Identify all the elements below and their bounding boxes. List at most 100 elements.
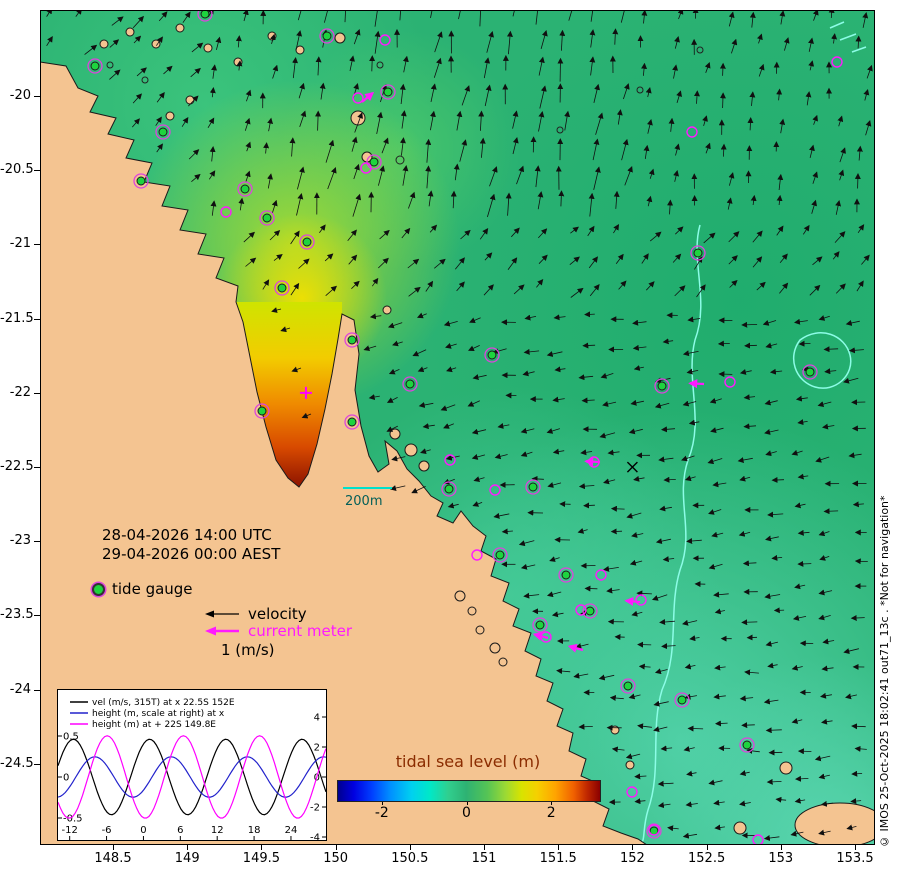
current-meter-label: current meter bbox=[248, 622, 352, 640]
current-meter-marker bbox=[648, 824, 660, 836]
tide-gauge-marker bbox=[674, 692, 690, 708]
colorbar-tick bbox=[551, 801, 553, 805]
inset-right-tick-label: 4 bbox=[314, 713, 320, 724]
lon-tick-label: 150.5 bbox=[391, 851, 429, 866]
current-meter-marker bbox=[471, 549, 483, 561]
lat-tick-label: -24 bbox=[9, 681, 31, 697]
lon-tick-label: 151 bbox=[471, 851, 497, 866]
islet-outlines bbox=[106, 46, 704, 165]
lon-tick bbox=[113, 845, 114, 850]
lat-tick bbox=[34, 467, 40, 469]
lon-tick bbox=[484, 845, 485, 850]
timestamp-aest: 29-04-2026 00:00 AEST bbox=[102, 545, 281, 563]
lat-tick bbox=[34, 244, 40, 246]
tide-gauge-label: tide gauge bbox=[112, 580, 193, 598]
colorbar-tick-label: 2 bbox=[546, 805, 556, 821]
lon-tick-label: 153 bbox=[768, 851, 794, 866]
lat-tick bbox=[34, 689, 40, 691]
current-meter-marker bbox=[575, 604, 587, 616]
inset-left-tick-label: -0.5 bbox=[63, 814, 83, 825]
tide-gauge-marker bbox=[654, 378, 670, 394]
tide-gauge-marker bbox=[492, 547, 508, 563]
legend-tide-gauge: tide gauge bbox=[92, 580, 193, 598]
tide-gauge-marker bbox=[274, 280, 290, 296]
current-meter-vector bbox=[532, 631, 549, 641]
lat-tick bbox=[34, 318, 40, 320]
lon-tick bbox=[706, 845, 708, 850]
scale-annotation: 200m bbox=[343, 487, 392, 509]
lon-tick-label: 149 bbox=[174, 851, 200, 866]
colorbar-tick bbox=[381, 801, 383, 805]
current-meter-marker bbox=[360, 162, 372, 174]
tide-gauge-marker bbox=[690, 245, 706, 261]
lon-tick bbox=[409, 845, 411, 850]
inset-legend-label: height (m, scale at right) at x bbox=[92, 709, 225, 719]
lat-tick-label: -21.5 bbox=[0, 310, 34, 326]
inset-series-line bbox=[57, 738, 327, 816]
tide-gauge-marker bbox=[525, 479, 541, 495]
velocity-arrow-icon bbox=[205, 610, 239, 618]
colorbar-title: tidal sea level (m) bbox=[395, 752, 541, 771]
tide-gauge-marker bbox=[299, 234, 315, 250]
inset-left-tick-label: 0 bbox=[63, 773, 69, 784]
tide-gauge-marker bbox=[402, 376, 418, 392]
tide-gauge-marker bbox=[155, 124, 171, 140]
watermark: © IMOS 25-Oct-2025 18:02:41 out71_13c . … bbox=[878, 495, 891, 848]
tide-gauge-marker bbox=[646, 823, 662, 839]
lon-tick bbox=[632, 845, 634, 850]
current-meter-arrow-icon bbox=[205, 626, 239, 636]
inset-x-tick-label: 6 bbox=[177, 825, 183, 836]
lat-tick bbox=[34, 392, 40, 394]
current-meter-marker bbox=[444, 454, 456, 466]
broad-sound-bay bbox=[236, 302, 342, 487]
inset-chart: -12 -6 0 6 12 18 24 0.5 0 -0.5 4 2 0 -2 -4 vel (m/s, 31… bbox=[57, 689, 327, 844]
tide-gauge-marker bbox=[441, 481, 457, 497]
lat-tick-label: -20 bbox=[9, 88, 31, 104]
velocity-arrow-field bbox=[46, 1, 873, 841]
tide-gauge-marker bbox=[484, 347, 500, 363]
lat-tick bbox=[34, 763, 40, 765]
current-meter-vector bbox=[567, 643, 584, 653]
tide-gauge-marker bbox=[739, 737, 755, 753]
current-meter-marker bbox=[724, 376, 736, 388]
tide-gauge-marker bbox=[87, 58, 103, 74]
inset-right-tick-label: -2 bbox=[310, 803, 320, 814]
lat-tick bbox=[34, 541, 40, 543]
scale-label: 200m bbox=[345, 494, 382, 509]
current-meter-vector bbox=[624, 596, 641, 606]
velocity-scale-label: 1 (m/s) bbox=[221, 641, 275, 659]
lon-tick bbox=[335, 845, 337, 850]
lat-tick-label: -21 bbox=[9, 236, 31, 252]
plot-frame bbox=[40, 10, 875, 845]
tide-gauge-marker bbox=[237, 181, 253, 197]
legend-velocity-scale: 1 (m/s) bbox=[221, 641, 275, 659]
current-meter-markers bbox=[220, 34, 843, 846]
tide-gauge-marker bbox=[319, 28, 335, 44]
lon-tick bbox=[855, 845, 856, 850]
tide-gauge-marker bbox=[259, 210, 275, 226]
lon-tick-label: 153.5 bbox=[836, 851, 874, 866]
colorbar-tick bbox=[466, 801, 468, 805]
tide-gauge-marker bbox=[802, 364, 818, 380]
current-meter-marker bbox=[379, 34, 391, 46]
tide-gauge-marker bbox=[344, 414, 360, 430]
lon-tick-label: 148.5 bbox=[94, 851, 132, 866]
current-meter-vector bbox=[584, 457, 601, 467]
depth-contour-200m bbox=[639, 21, 867, 846]
tide-gauge-marker bbox=[254, 403, 270, 419]
lat-tick-label: -24.5 bbox=[0, 755, 34, 771]
legend-current-meter: current meter bbox=[203, 622, 352, 640]
tide-gauge-markers bbox=[87, 6, 818, 839]
inset-series-line bbox=[57, 735, 327, 819]
current-meter-marker bbox=[489, 484, 501, 496]
current-meter-marker bbox=[220, 206, 232, 218]
lat-tick-label: -22 bbox=[9, 384, 31, 400]
tide-gauge-marker bbox=[620, 678, 636, 694]
inset-x-tick-label: 18 bbox=[248, 825, 261, 836]
current-meter-marker bbox=[595, 569, 607, 581]
tide-gauge-marker bbox=[558, 567, 574, 583]
tide-gauge-icon bbox=[92, 582, 105, 596]
